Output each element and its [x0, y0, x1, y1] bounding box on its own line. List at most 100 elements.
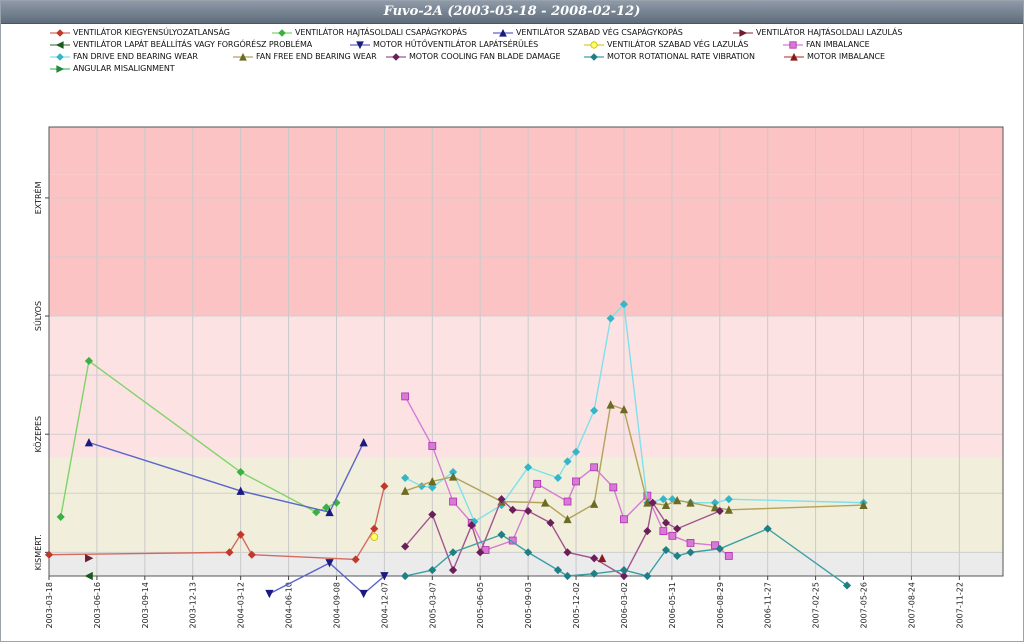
data-point: [359, 589, 368, 599]
data-point: [659, 495, 668, 504]
data-point: [597, 553, 607, 563]
data-point: [236, 530, 245, 539]
legend-label: VENTILÁTOR HAJTÁSOLDALI LAZULÁS: [756, 28, 903, 37]
legend-marker: [55, 41, 64, 49]
y-tick-label: EXTRÉM: [32, 181, 43, 214]
legend-label: ANGULAR MISALIGNMENT: [73, 64, 175, 73]
x-tick-label: 2005-03-07: [428, 582, 437, 629]
data-point: [661, 545, 671, 555]
severity-band: [49, 174, 1003, 317]
data-point: [589, 499, 599, 508]
data-point: [467, 521, 476, 530]
data-point: [572, 477, 580, 486]
legend-marker: [739, 29, 748, 37]
series-6: [265, 559, 389, 599]
x-tick-label: 2003-09-14: [141, 582, 150, 629]
data-point: [546, 518, 555, 527]
data-point: [724, 495, 733, 504]
series-3: [84, 438, 368, 517]
x-tick-label: 2005-06-05: [476, 582, 485, 629]
data-point: [686, 498, 695, 507]
legend-symbol: [493, 28, 513, 37]
x-tick-label: 2003-12-13: [189, 582, 198, 629]
legend-marker: [56, 29, 64, 37]
series-line: [405, 527, 848, 587]
x-tick-label: 2004-03-12: [237, 582, 246, 629]
data-point: [659, 527, 668, 535]
data-point: [563, 548, 572, 557]
y-tick-label: KÖZEPES: [33, 416, 43, 453]
data-point: [497, 530, 506, 539]
series-12: [401, 524, 852, 590]
data-point: [686, 539, 695, 547]
x-tick-label: 2007-02-25: [812, 582, 821, 629]
data-point: [401, 486, 410, 495]
legend-symbol: [783, 41, 803, 49]
data-point: [553, 473, 563, 482]
data-point: [44, 550, 54, 559]
legend-symbol: [350, 41, 370, 50]
data-point: [428, 510, 437, 519]
legend-marker: [790, 52, 798, 61]
data-point: [590, 406, 599, 415]
data-point: [715, 544, 724, 553]
series-line: [88, 441, 365, 514]
data-point: [84, 356, 93, 366]
legend-symbol: [386, 53, 406, 61]
legend-marker: [239, 52, 247, 61]
x-tick-label: 2006-08-29: [716, 582, 725, 629]
data-point: [428, 442, 437, 450]
title-bar: Fuvo-2A (2003-03-18 - 2008-02-12): [1, 1, 1023, 24]
data-point: [643, 527, 652, 536]
data-point: [449, 548, 458, 557]
legend-symbol: [50, 65, 70, 73]
x-tick-label: 2005-09-03: [524, 582, 533, 629]
data-point: [401, 571, 410, 581]
data-point: [668, 531, 677, 540]
legend-label: FAN DRIVE END BEARING WEAR: [73, 52, 198, 61]
series-1: [44, 482, 389, 564]
data-point: [842, 581, 852, 590]
data-point: [497, 495, 506, 504]
x-tick-label: 2004-12-07: [380, 582, 389, 629]
data-point: [370, 533, 379, 541]
legend-marker: [590, 53, 598, 61]
data-point: [673, 495, 682, 505]
legend-label: FAN IMBALANCE: [806, 40, 870, 49]
data-point: [590, 569, 599, 578]
data-point: [715, 506, 724, 516]
data-point: [763, 524, 772, 533]
legend-label: MOTOR COOLING FAN BLADE DAMAGE: [409, 52, 561, 61]
x-tick-label: 2007-05-26: [860, 582, 869, 629]
data-point: [247, 550, 256, 559]
data-point: [448, 472, 458, 481]
data-point: [380, 482, 389, 491]
legend-marker: [356, 41, 364, 50]
series-5: [84, 571, 93, 581]
y-tick-label: SÚLYOS: [32, 301, 43, 331]
data-point: [449, 497, 457, 506]
series-2: [56, 356, 341, 521]
x-tick-label: 2004-09-08: [332, 582, 341, 629]
series-7: [370, 533, 379, 541]
data-point: [648, 498, 657, 507]
data-point: [619, 300, 629, 309]
data-point: [619, 566, 629, 575]
data-point: [56, 512, 65, 521]
legend-label: VENTILÁTOR SZABAD VÉG LAZULÁS: [607, 40, 749, 49]
data-point: [563, 514, 572, 524]
legend-marker: [590, 41, 598, 49]
x-tick-label: 2003-03-18: [45, 582, 54, 629]
x-tick-label: 2007-11-22: [955, 582, 964, 629]
data-point: [236, 467, 245, 477]
data-point: [553, 566, 563, 575]
legend-marker: [56, 65, 65, 73]
x-tick-label: 2004-06-10: [285, 582, 294, 629]
plot-frame: [48, 126, 1004, 577]
legend-symbol: [584, 41, 604, 49]
legend-symbol: [272, 29, 292, 37]
data-point: [643, 571, 652, 581]
data-point: [524, 506, 533, 516]
data-point: [380, 572, 389, 581]
